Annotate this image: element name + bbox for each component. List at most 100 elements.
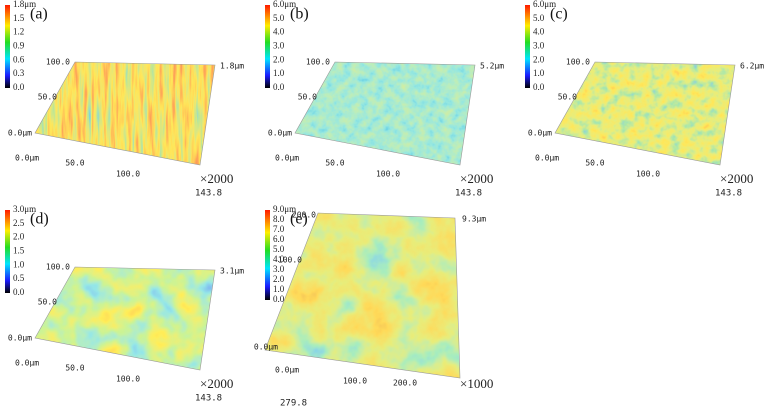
- colorbar-label: 0.0: [533, 82, 545, 92]
- colorbar-label: 3.0μm: [13, 204, 36, 214]
- colorbar-label: 6.0μm: [533, 0, 556, 9]
- x-axis-label: 200.0: [393, 379, 417, 388]
- colorbar-label: 5.0: [273, 244, 285, 254]
- x-max-label: 143.8: [195, 189, 222, 199]
- colorbar-label: 2.5: [13, 218, 25, 228]
- colorbar-label: 1.0: [13, 259, 25, 269]
- z-max-label: 9.3μm: [462, 215, 486, 224]
- y-axis-label: 0.0μm: [8, 334, 32, 343]
- x-axis-label: 50.0: [65, 364, 84, 373]
- colorbar-label: 2.0: [273, 274, 285, 284]
- surface-frame: [34, 61, 216, 166]
- colorbar-label: 0.0: [13, 82, 25, 92]
- colorbar: [5, 210, 10, 293]
- panel-label: (a): [30, 6, 48, 23]
- panel: 6.0μm 5.0 4.0 3.0 2.0 1.0 0.0 (c) 100.0 50.0 0.0μm…: [525, 0, 764, 199]
- colorbar-label: 5.0: [533, 13, 545, 23]
- magnification: ×2000: [720, 171, 753, 186]
- surface-frame: [264, 212, 461, 379]
- panel: 9.0μm8.07.06.05.04.03.02.01.00.0(e)200.0…: [254, 204, 493, 408]
- x-axis-label: 50.0: [65, 159, 84, 168]
- x-axis-label: 0.0μm: [15, 359, 39, 368]
- y-axis-label: 100.0: [306, 58, 330, 67]
- colorbar-label: 3.0: [533, 41, 545, 51]
- surface: [265, 213, 460, 378]
- surface: [35, 267, 215, 370]
- y-axis-label: 0.0μm: [268, 129, 292, 138]
- surface-frame: [554, 61, 736, 166]
- y-axis-label: 100.0: [46, 58, 70, 67]
- colorbar-label: 2.0: [13, 232, 25, 242]
- colorbar-label: 0.9: [13, 41, 25, 51]
- x-max-label: 143.8: [455, 189, 482, 199]
- colorbar: [525, 5, 530, 88]
- y-axis-label: 0.0μm: [254, 343, 278, 352]
- surface-frame: [34, 266, 216, 371]
- magnification: ×2000: [460, 171, 493, 186]
- colorbar-label: 1.8μm: [13, 0, 36, 9]
- colorbar: [5, 5, 10, 88]
- panel: 3.0μm 2.5 2.0 1.5 1.0 0.5 0.0 (d) 100.0 50.0 0.0μm…: [5, 204, 244, 404]
- x-axis-label: 0.0μm: [535, 154, 559, 163]
- colorbar-label: 0.6: [13, 54, 25, 64]
- x-axis-label: 100.0: [116, 170, 140, 179]
- x-axis-label: 50.0: [325, 159, 344, 168]
- colorbar-label: 6.0: [273, 234, 285, 244]
- y-axis-label: 50.0: [558, 93, 577, 102]
- colorbar-label: 0.0: [13, 287, 25, 297]
- magnification: ×2000: [200, 376, 233, 391]
- colorbar-label: 1.0: [273, 284, 285, 294]
- y-axis-label: 0.0μm: [528, 129, 552, 138]
- x-max-label: 143.8: [715, 189, 742, 199]
- panel: 1.8μm 1.5 1.2 0.9 0.6 0.3 0.0 (a) 100.0 50.0 0.0μm…: [5, 0, 244, 199]
- z-max-label: 5.2μm: [480, 62, 504, 71]
- z-max-label: 1.8μm: [220, 62, 244, 71]
- x-axis-label: 100.0: [636, 170, 660, 179]
- colorbar-label: 1.0: [273, 68, 285, 78]
- colorbar: [265, 210, 270, 300]
- panel-label: (e): [290, 211, 308, 228]
- colorbar-label: 2.0: [533, 54, 545, 64]
- surface: [555, 62, 735, 165]
- x-axis-label: 100.0: [343, 377, 367, 386]
- colorbar-label: 0.3: [13, 68, 25, 78]
- y-axis-label: 200.0: [292, 211, 316, 220]
- x-axis-label: 100.0: [376, 170, 400, 179]
- surface: [35, 62, 215, 165]
- colorbar-label: 7.0: [273, 224, 285, 234]
- colorbar-label: 4.0: [533, 27, 545, 37]
- y-axis-label: 0.0μm: [8, 129, 32, 138]
- panel: 6.0μm 5.0 4.0 3.0 2.0 1.0 0.0 (b) 100.0 50.0 0.0μm…: [265, 0, 504, 199]
- y-axis-label: 100.0: [46, 263, 70, 272]
- colorbar-label: 2.0: [273, 54, 285, 64]
- x-max-label: 143.8: [195, 394, 222, 404]
- x-axis-label: 100.0: [116, 375, 140, 384]
- colorbar-label: 5.0: [273, 13, 285, 23]
- colorbar-label: 6.0μm: [273, 0, 296, 9]
- y-axis-label: 50.0: [38, 298, 57, 307]
- colorbar: [265, 5, 270, 88]
- colorbar-label: 1.2: [13, 27, 24, 37]
- colorbar-label: 1.5: [13, 13, 25, 23]
- y-axis-label: 100.0: [278, 256, 302, 265]
- x-axis-label: 0.0μm: [15, 154, 39, 163]
- colorbar-label: 0.0: [273, 82, 285, 92]
- x-axis-label: 0.0μm: [275, 154, 299, 163]
- surface: [295, 62, 475, 165]
- panel-label: (d): [30, 211, 49, 228]
- colorbar-label: 1.0: [533, 68, 545, 78]
- z-max-label: 6.2μm: [740, 62, 764, 71]
- magnification: ×2000: [200, 171, 233, 186]
- x-max-label: 279.8: [280, 399, 307, 408]
- y-axis-label: 100.0: [566, 58, 590, 67]
- colorbar-label: 4.0: [273, 27, 285, 37]
- colorbar-label: 3.0: [273, 41, 285, 51]
- y-axis-label: 50.0: [38, 93, 57, 102]
- x-axis-label: 50.0: [585, 159, 604, 168]
- colorbar-label: 4.0: [273, 254, 285, 264]
- z-max-label: 3.1μm: [220, 267, 244, 276]
- colorbar-label: 8.0: [273, 214, 285, 224]
- x-axis-label: 0.0μm: [275, 366, 299, 375]
- colorbar-label: 0.5: [13, 273, 25, 283]
